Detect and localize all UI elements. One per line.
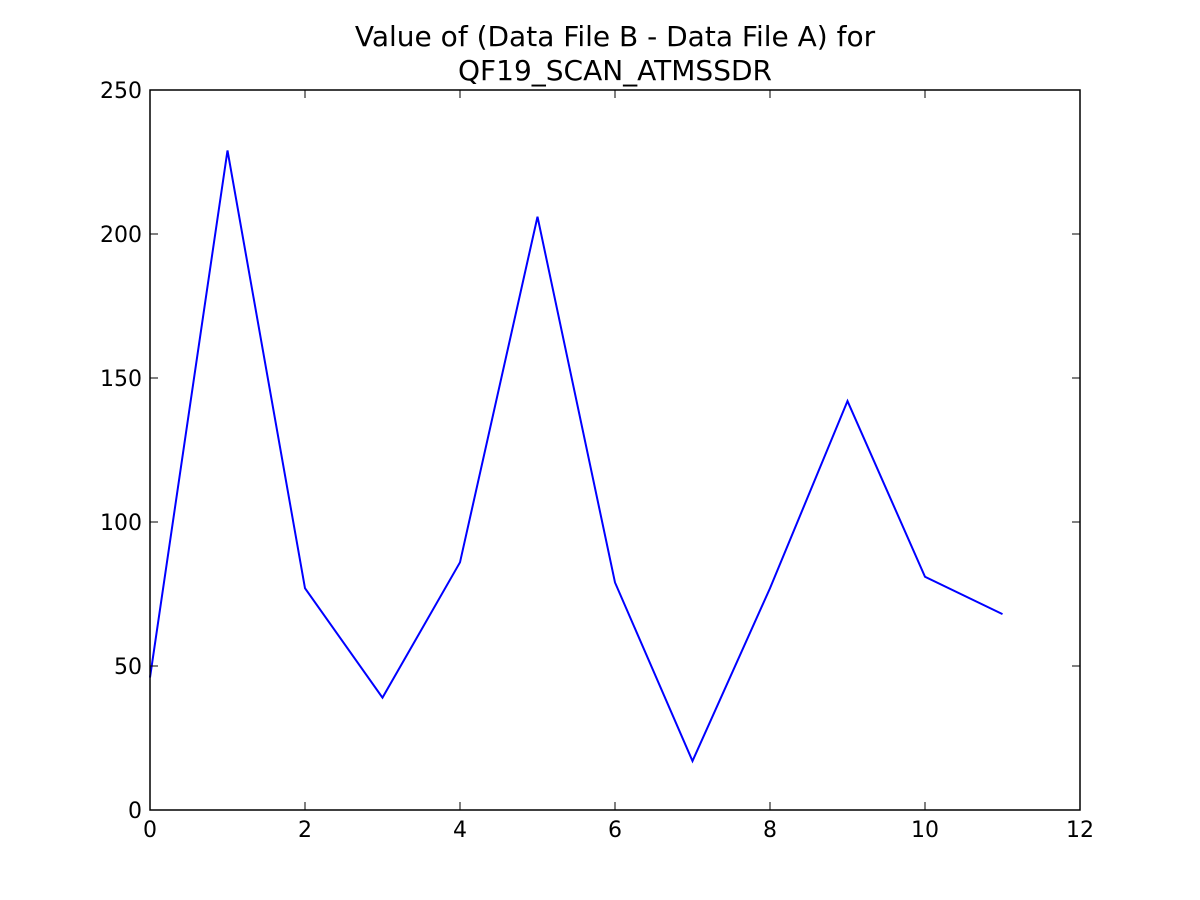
- y-tick-label-2: 100: [100, 511, 142, 536]
- y-tick-label-5: 250: [100, 79, 142, 104]
- x-tick-label-0: 0: [143, 818, 157, 843]
- chart-title-line-1: Value of (Data File B - Data File A) for: [355, 20, 876, 53]
- x-tick-label-3: 6: [608, 818, 622, 843]
- x-tick-label-5: 10: [911, 818, 939, 843]
- x-tick-label-4: 8: [763, 818, 777, 843]
- series-layer: [149, 150, 1003, 764]
- y-tick-label-1: 50: [114, 655, 142, 680]
- x-tick-label-1: 2: [298, 818, 312, 843]
- x-tick-label-6: 12: [1066, 818, 1094, 843]
- plot-frame: [149, 89, 1081, 811]
- y-tick-label-0: 0: [128, 799, 142, 824]
- x-tick-label-2: 4: [453, 818, 467, 843]
- y-tick-label-3: 150: [100, 367, 142, 392]
- y-tick-label-4: 200: [100, 223, 142, 248]
- chart-title-line-2: QF19_SCAN_ATMSSDR: [458, 54, 772, 87]
- series-line-0: [149, 150, 1003, 764]
